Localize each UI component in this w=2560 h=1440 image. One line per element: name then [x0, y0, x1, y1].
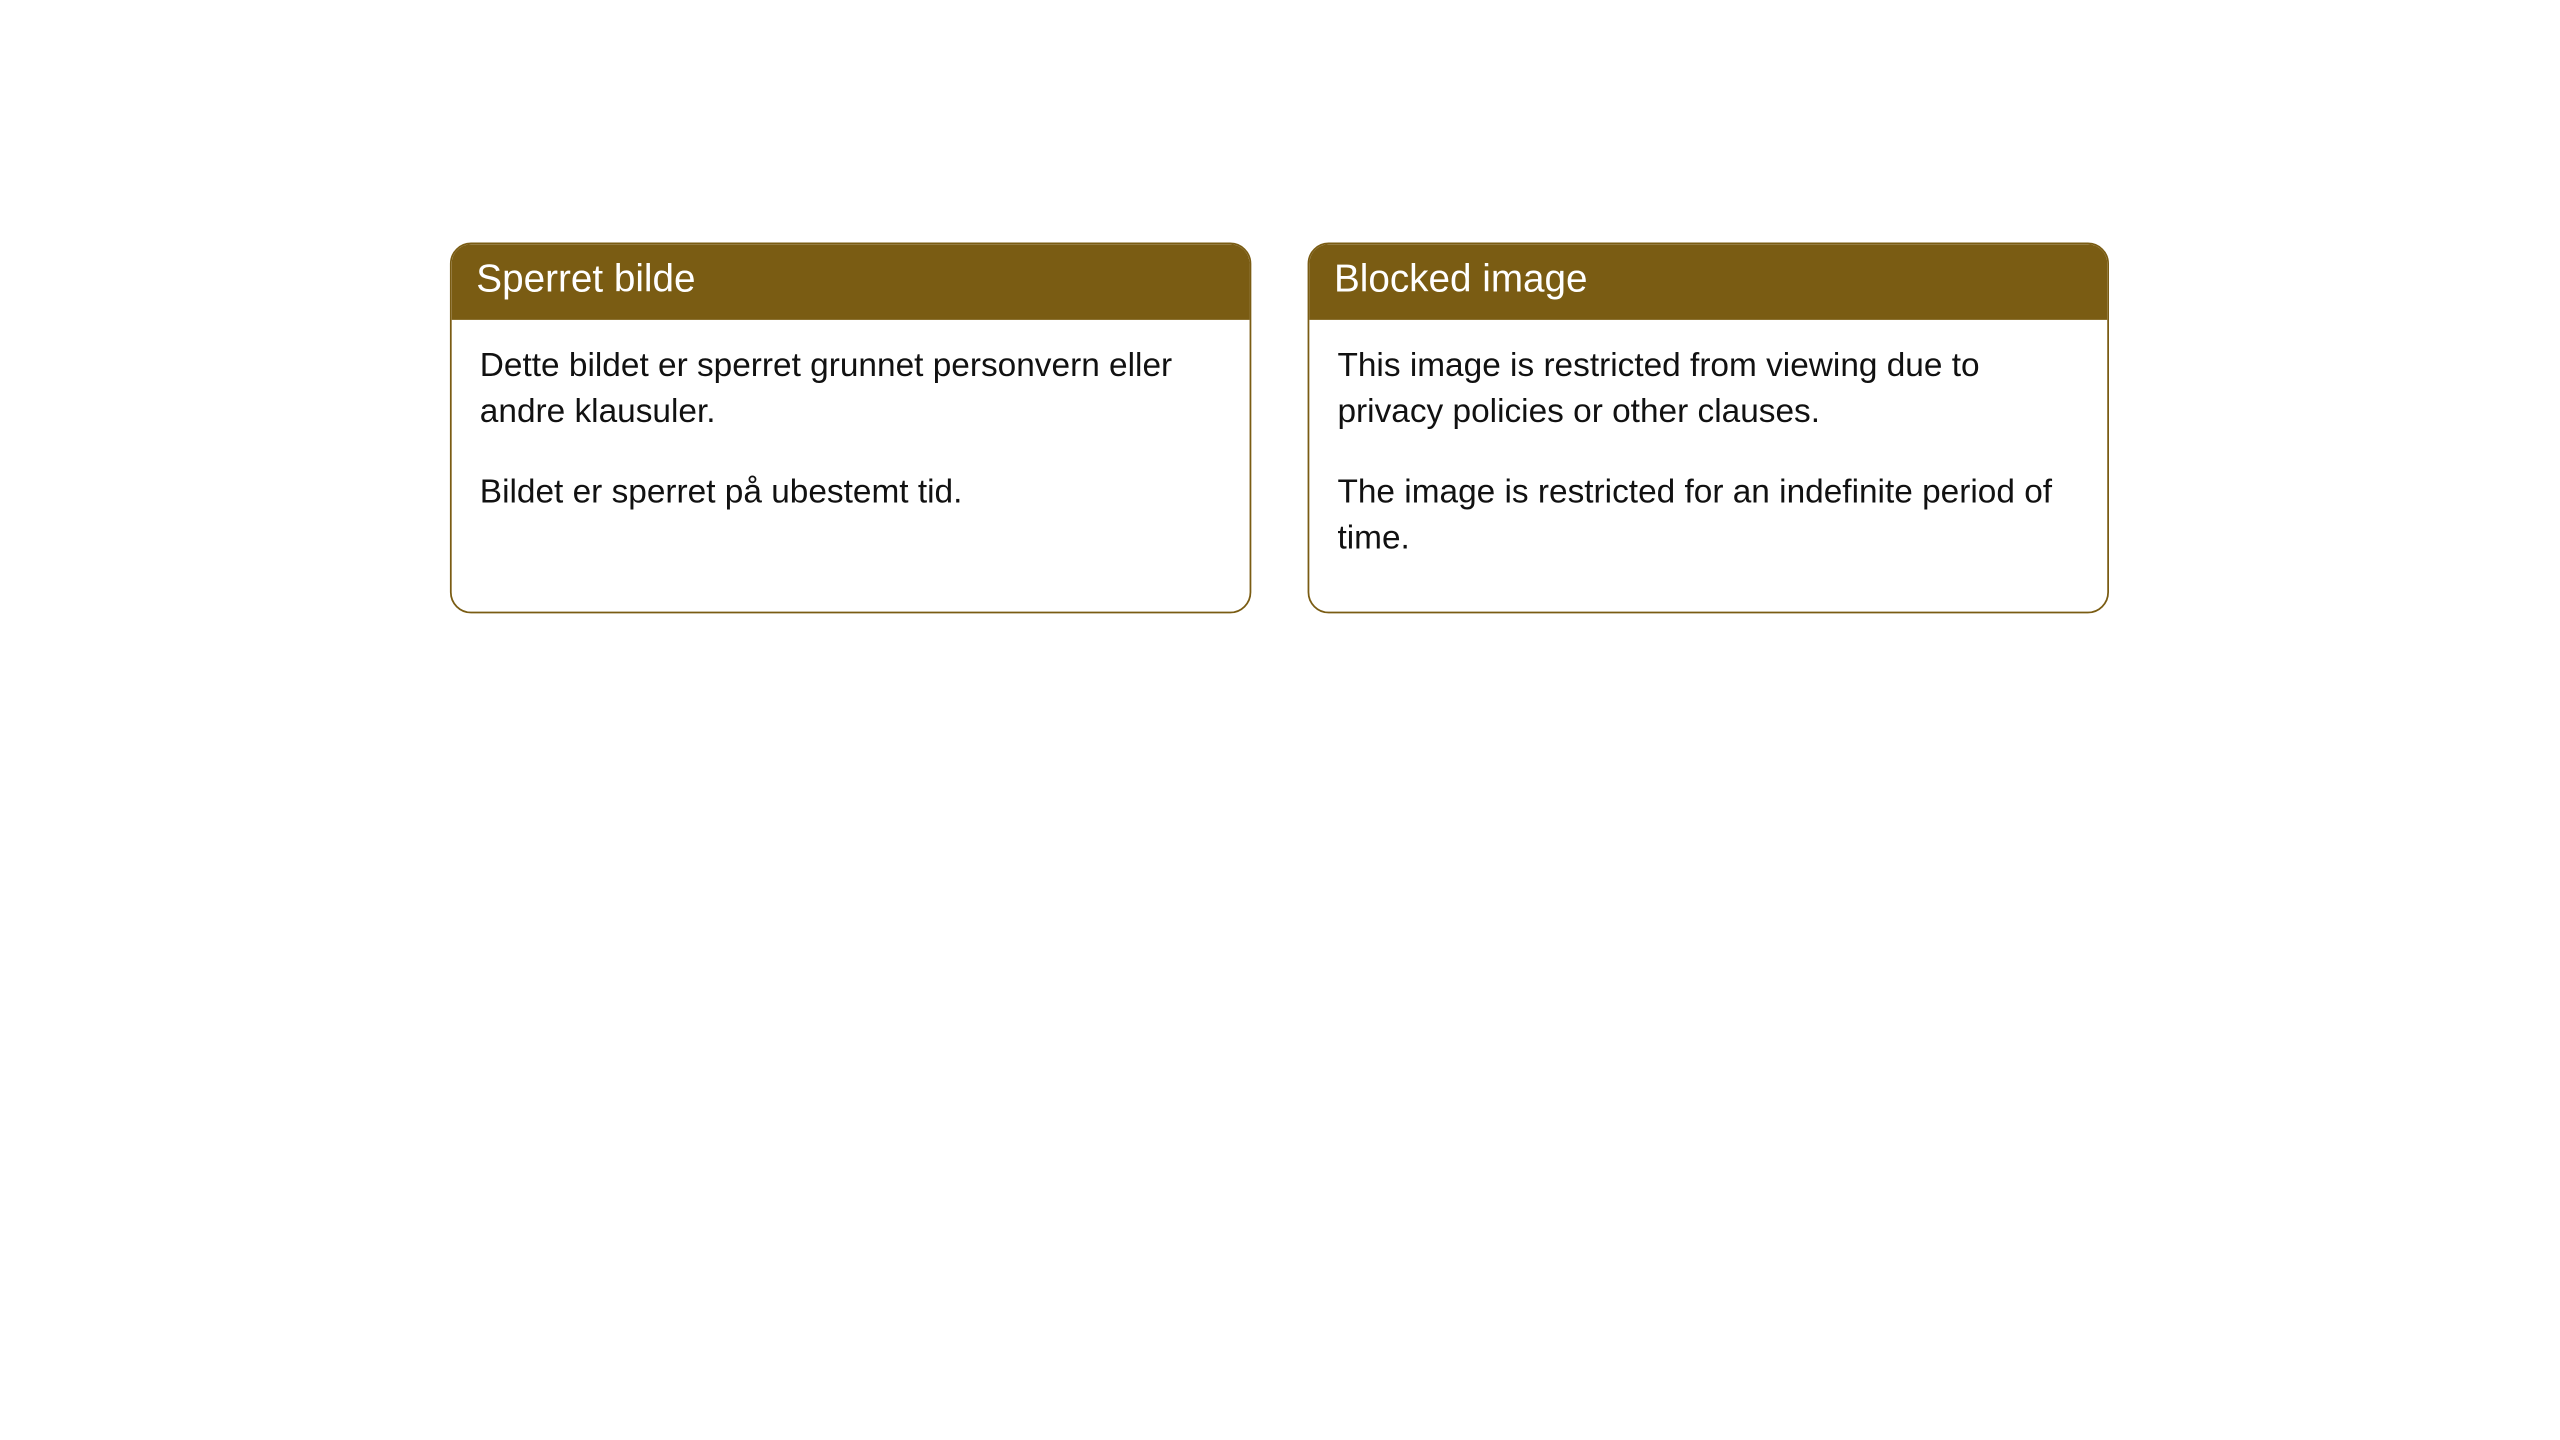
card-text-english-2: The image is restricted for an indefinit… [1337, 471, 2079, 563]
blocked-image-cards: Sperret bilde Dette bildet er sperret gr… [0, 0, 2559, 614]
card-text-norwegian-1: Dette bildet er sperret grunnet personve… [480, 344, 1222, 436]
blocked-image-card-norwegian: Sperret bilde Dette bildet er sperret gr… [450, 243, 1251, 615]
card-header-norwegian: Sperret bilde [452, 244, 1250, 319]
card-text-english-1: This image is restricted from viewing du… [1337, 344, 2079, 436]
card-body-norwegian: Dette bildet er sperret grunnet personve… [452, 319, 1250, 566]
card-body-english: This image is restricted from viewing du… [1309, 319, 2107, 612]
card-header-english: Blocked image [1309, 244, 2107, 319]
card-text-norwegian-2: Bildet er sperret på ubestemt tid. [480, 471, 1222, 517]
blocked-image-card-english: Blocked image This image is restricted f… [1308, 243, 2109, 615]
